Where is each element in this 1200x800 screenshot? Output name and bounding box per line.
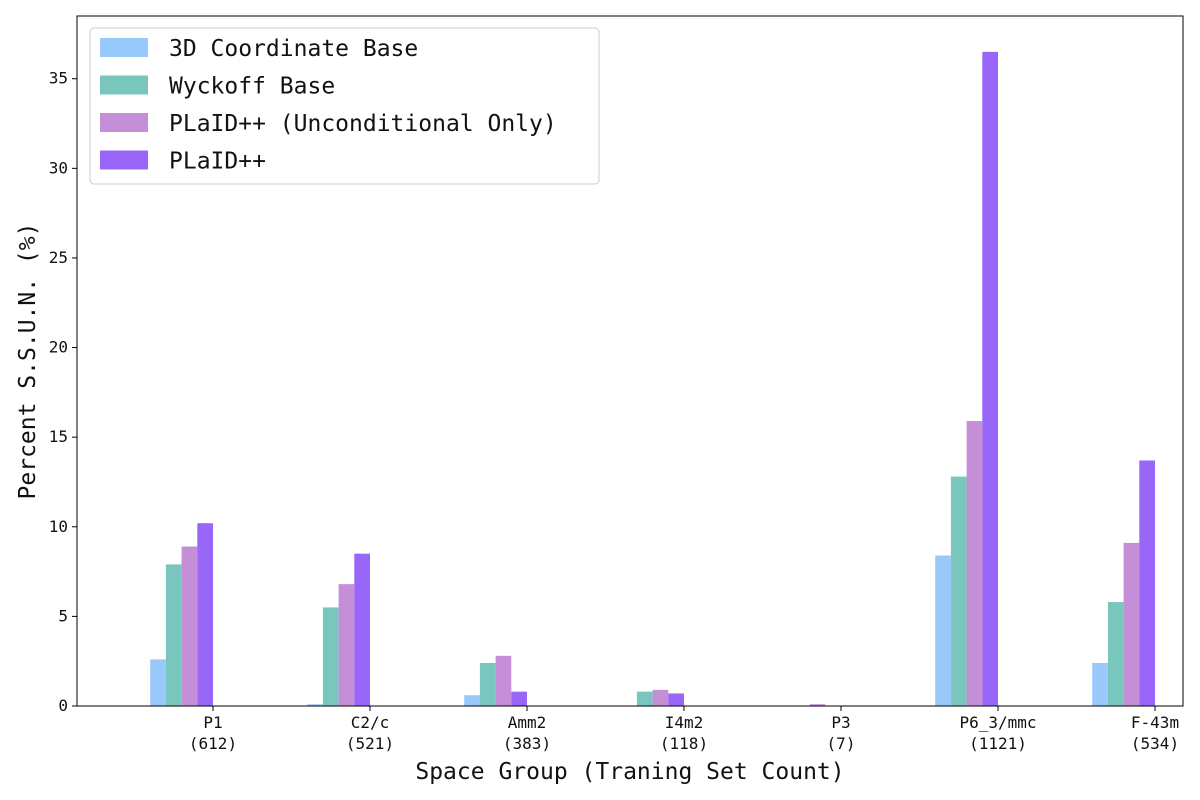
x-tick-label: C2/c (351, 713, 390, 732)
bar (1123, 542, 1140, 706)
x-tick-label: I4m2 (665, 713, 704, 732)
plot-frame (76, 15, 1184, 707)
bar (181, 546, 198, 706)
y-tick-label: 10 (49, 517, 68, 536)
bar (322, 607, 339, 706)
bar (809, 704, 826, 706)
y-tick-label: 25 (49, 248, 68, 267)
bar (479, 662, 496, 706)
legend-label: PLaID++ (Unconditional Only) (169, 111, 557, 137)
x-tick-count-label: (118) (660, 734, 708, 753)
y-tick-label: 20 (49, 338, 68, 357)
y-tick-label: 15 (49, 427, 68, 446)
legend-frame (89, 27, 600, 185)
y-tick-label: 0 (58, 696, 68, 715)
y-tick-label: 5 (58, 606, 68, 625)
x-tick-label: Amm2 (508, 713, 547, 732)
legend-swatch (100, 38, 148, 57)
bar (197, 523, 213, 706)
bar (338, 584, 355, 706)
legend: 3D Coordinate Base Wyckoff Base PLaID++ (U… (89, 27, 600, 185)
bar (511, 691, 527, 706)
bar (668, 693, 684, 706)
bars-layer (150, 51, 1155, 706)
bar (966, 421, 983, 706)
x-tick-label: P1 (203, 713, 222, 732)
legend-swatch (100, 75, 148, 95)
x-tick-count-label: (383) (503, 734, 551, 753)
bar (950, 476, 967, 706)
bar (982, 51, 998, 706)
legend-label: Wyckoff Base (169, 74, 335, 100)
bar (165, 564, 182, 706)
x-tick-count-label: (534) (1131, 734, 1179, 753)
x-tick-label: P6_3/mmc (959, 713, 1036, 732)
x-tick-label: P3 (831, 713, 850, 732)
bar (495, 655, 512, 706)
x-tick-count-label: (7) (827, 734, 856, 753)
legend-label: 3D Coordinate Base (169, 36, 418, 62)
bar (636, 691, 653, 706)
y-axis-ticks: 0 5 10 15 20 25 30 35 (49, 69, 77, 715)
x-tick-label: F-43m (1131, 713, 1179, 732)
x-tick-count-label: (521) (346, 734, 394, 753)
bar (464, 695, 480, 706)
bar (1139, 460, 1155, 706)
x-axis-ticks: P1 (612) C2/c (521) Amm2 (383) I4m2 (118) P3 (7) P… (189, 706, 1179, 753)
y-tick-label: 35 (49, 69, 68, 88)
bar (1107, 602, 1124, 706)
bar (150, 659, 166, 706)
x-tick-count-label: (1121) (969, 734, 1027, 753)
legend-swatch (100, 113, 148, 132)
y-axis-title: Percent S.S.U.N. (%) (15, 223, 41, 500)
bar (1092, 662, 1108, 706)
x-axis-title: Space Group (Traning Set Count) (415, 759, 844, 785)
bar (307, 704, 323, 706)
bar (935, 555, 951, 706)
bar (652, 689, 669, 706)
bar (354, 553, 370, 706)
y-tick-label: 30 (49, 158, 68, 177)
legend-label: PLaID++ (169, 149, 266, 175)
x-tick-count-label: (612) (189, 734, 237, 753)
legend-swatch (100, 150, 148, 170)
